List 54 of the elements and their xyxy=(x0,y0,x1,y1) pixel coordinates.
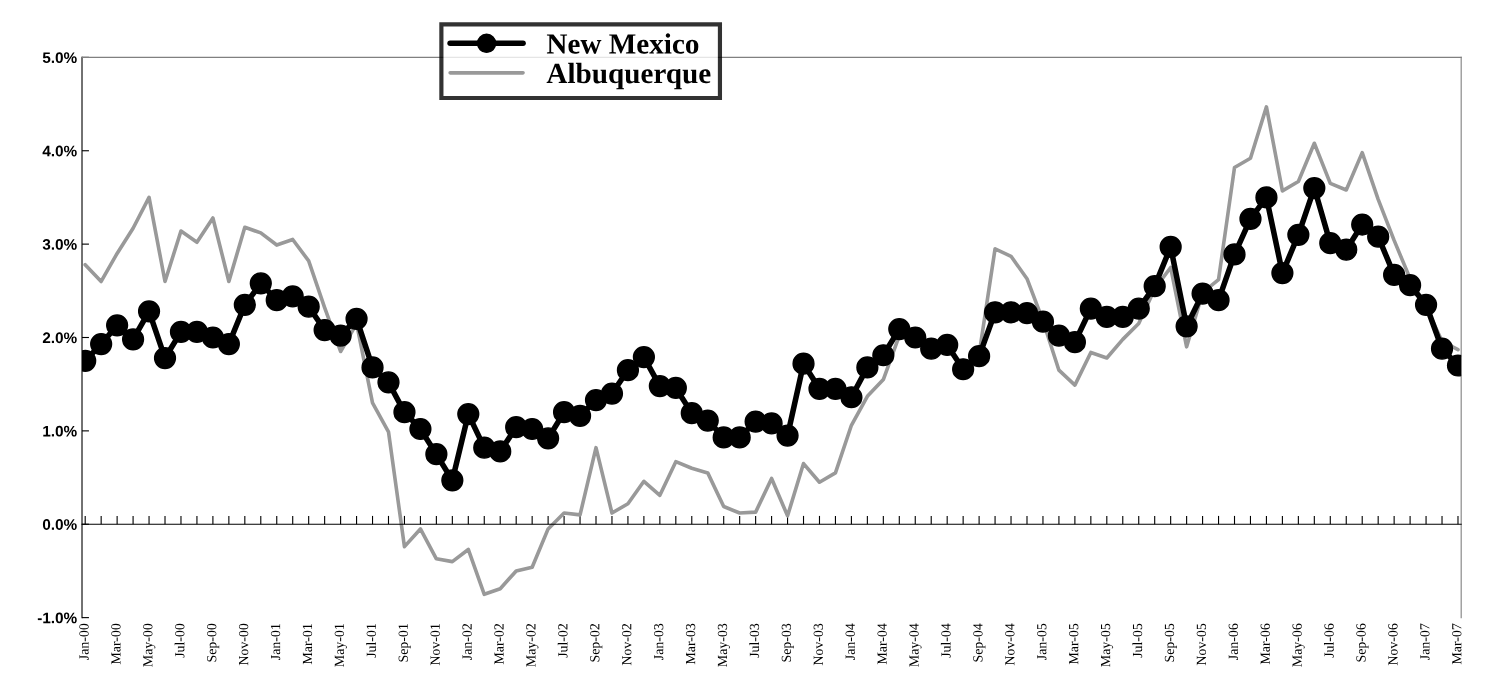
x-tick-label: Nov-02 xyxy=(622,623,632,666)
x-tick-label: Nov-04 xyxy=(1005,623,1015,666)
x-tick-label: Jul-00 xyxy=(174,623,185,658)
x-tick-label: Nov-03 xyxy=(813,623,823,666)
x-tick-label: Jan-02 xyxy=(462,623,472,660)
x-tick-label: Jan-01 xyxy=(270,624,281,660)
x-tick-label: Sep-03 xyxy=(781,623,794,662)
legend-label: New Mexico xyxy=(546,33,699,54)
x-tick-label: May-03 xyxy=(717,623,730,667)
x-tick-label: May-01 xyxy=(334,624,347,667)
x-tick-label: May-06 xyxy=(1292,623,1305,667)
y-tick-label: -1.0% xyxy=(37,612,77,624)
x-tick-label: Sep-06 xyxy=(1356,623,1369,662)
line-series xyxy=(83,105,1460,597)
x-tick-label: Nov-01 xyxy=(430,624,440,666)
x-tick-label: Sep-00 xyxy=(207,623,220,662)
x-tick-label: Mar-02 xyxy=(494,623,504,665)
x-tick-label: Jan-06 xyxy=(1228,623,1238,660)
x-tick-label: Jan-04 xyxy=(845,623,855,660)
y-tick-label: 5.0% xyxy=(42,52,77,64)
x-tick-label: Mar-05 xyxy=(1068,623,1079,665)
x-tick-label: Jan-00 xyxy=(79,623,89,660)
x-tick-label: May-05 xyxy=(1100,623,1114,667)
x-tick-label: Mar-06 xyxy=(1260,623,1270,665)
x-tick-label: Nov-00 xyxy=(238,623,249,666)
x-tick-label: Jul-04 xyxy=(940,623,951,658)
legend-label: Albuquerque xyxy=(546,62,711,90)
x-tick-label: May-02 xyxy=(526,623,539,667)
x-tick-label: Mar-03 xyxy=(685,623,696,665)
x-tick-label: Nov-06 xyxy=(1388,623,1398,666)
x-tick-label: Mar-07 xyxy=(1452,623,1462,665)
x-tick-label: Mar-01 xyxy=(302,624,313,665)
y-tick-label: 1.0% xyxy=(43,425,77,437)
x-tick-label: Jan-07 xyxy=(1420,623,1430,660)
x-tick-label: Jul-02 xyxy=(557,623,568,658)
y-tick-label: 3.0% xyxy=(42,238,77,250)
x-tick-label: Mar-00 xyxy=(111,623,121,665)
y-tick-label: 2.0% xyxy=(42,332,77,344)
x-tick-label: Jan-03 xyxy=(653,623,664,660)
y-tick-label: 4.0% xyxy=(42,145,77,157)
x-tick-label: Sep-02 xyxy=(590,623,603,662)
x-tick-label: Sep-05 xyxy=(1164,623,1177,662)
x-tick-label: Jul-01 xyxy=(366,624,376,658)
x-tick-label: Jan-05 xyxy=(1037,623,1047,660)
x-tick-label: May-00 xyxy=(143,623,156,667)
x-tick-label: Jul-05 xyxy=(1132,623,1143,658)
y-tick-label: 0.0% xyxy=(42,519,77,530)
x-tick-label: Sep-01 xyxy=(398,624,411,662)
x-tick-label: Sep-04 xyxy=(973,623,986,662)
x-tick-label: Jul-03 xyxy=(749,623,760,658)
x-tick-label: Nov-05 xyxy=(1196,623,1207,666)
x-tick-label: Jul-06 xyxy=(1323,623,1334,658)
x-tick-label: Mar-04 xyxy=(877,623,887,665)
x-tick-label: May-04 xyxy=(909,623,922,667)
